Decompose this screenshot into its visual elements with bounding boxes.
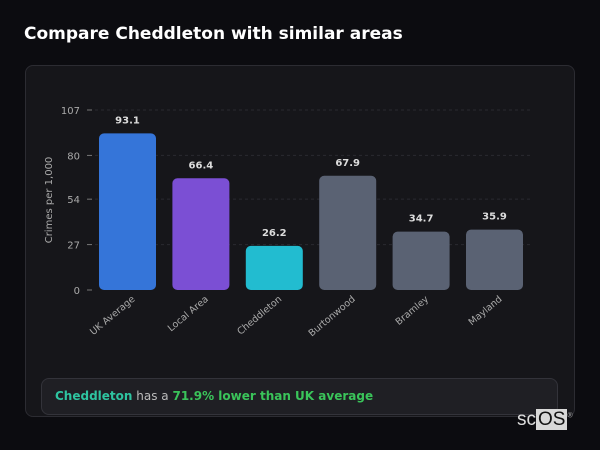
x-tick-label: Burtonwood (307, 294, 358, 339)
bar (392, 231, 450, 290)
x-tick-label: Bramley (394, 294, 432, 328)
y-tick-label: 80 (67, 151, 80, 162)
bar (99, 133, 156, 290)
bar (319, 175, 377, 290)
data-label: 66.4 (189, 160, 214, 171)
data-label: 67.9 (335, 158, 360, 169)
summary-place: Cheddleton (55, 389, 133, 403)
x-tick-label: UK Average (88, 294, 137, 338)
y-axis-label: Crimes per 1,000 (44, 157, 55, 244)
bar (245, 245, 303, 290)
data-label: 26.2 (262, 228, 287, 239)
y-tick-label: 27 (67, 241, 80, 252)
y-tick-label: 0 (74, 286, 80, 297)
bar (172, 178, 230, 290)
scos-logo: sc OS ® (517, 409, 573, 430)
data-label: 34.7 (409, 214, 434, 225)
y-tick-label: 54 (67, 195, 80, 206)
page-title: Compare Cheddleton with similar areas (24, 24, 403, 44)
summary-box: Cheddleton has a 71.9% lower than UK ave… (41, 378, 558, 415)
bar (466, 229, 523, 290)
y-tick-label: 107 (61, 106, 80, 117)
x-tick-label: Cheddleton (235, 294, 284, 338)
data-label: 35.9 (482, 212, 507, 223)
data-label: 93.1 (115, 115, 140, 126)
x-tick-label: Local Area (166, 294, 211, 334)
summary-text: has a (132, 389, 173, 403)
summary-comparison: 71.9% lower than UK average (172, 389, 374, 403)
x-tick-label: Mayland (467, 294, 505, 328)
